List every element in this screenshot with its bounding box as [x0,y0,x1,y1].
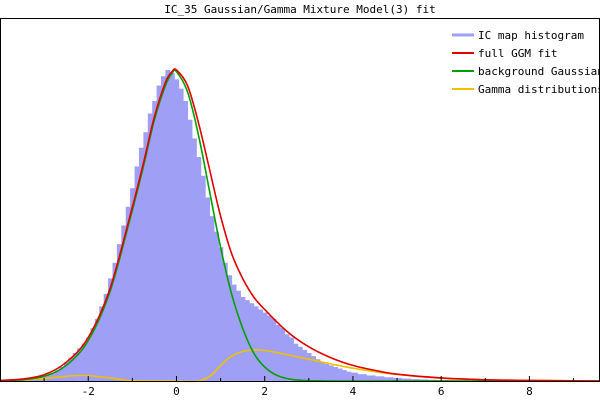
histogram-bar [116,244,122,381]
x-tick-label: -2 [82,385,95,398]
histogram-bar [174,79,180,381]
histogram-bar [306,353,312,381]
histogram-bar [297,346,303,381]
histogram-bar [328,365,334,381]
histogram-bar [178,88,184,381]
histogram-bar [271,318,277,381]
histogram-bar [383,377,394,381]
histogram-bar [187,119,193,381]
legend-label-full-fit: full GGM fit [478,47,557,60]
legend-label-histogram: IC map histogram [478,29,584,42]
histogram-bar [169,73,175,382]
histogram-bar [196,157,202,381]
histogram-bar [366,375,376,381]
histogram-bar [227,275,233,381]
histogram-bar [152,101,158,381]
histogram-bar [337,368,343,381]
full-fit-line [0,68,600,382]
histogram-bar [288,337,294,381]
x-axis-ticks: -2 0 2 4 6 8 [43,376,575,398]
histogram-bar [94,318,100,381]
histogram-bar [375,376,385,381]
x-tick-label: 2 [261,385,268,398]
histogram-bar [266,315,272,381]
histogram-bar [333,367,338,381]
histogram-bar [125,206,131,381]
histogram-bar [222,262,228,381]
histogram-bar [108,278,113,381]
histogram-bar [81,343,87,381]
histogram-bar [138,147,144,381]
histogram-bar [240,297,246,381]
histogram-bar [86,337,91,381]
background-gaussian-line [0,69,600,382]
x-tick-label: 6 [438,385,445,398]
histogram-bar [55,370,61,381]
histogram-bar [410,379,420,381]
histogram-bars [19,70,533,382]
histogram-bar [205,197,211,381]
histogram-bar [103,293,109,381]
histogram-bar [200,175,206,381]
histogram-bar [183,101,188,381]
histogram-bar [165,70,171,381]
histogram-bar [280,328,286,381]
histogram-bar [315,359,321,381]
histogram-bar [236,290,241,381]
histogram-bar [112,262,118,381]
histogram-bar [249,303,255,381]
legend-label-gamma: Gamma distributions [478,83,600,96]
histogram-bar [311,356,316,381]
chart-title: IC_35 Gaussian/Gamma Mixture Model(3) fi… [164,3,436,16]
histogram-bar [209,216,215,381]
histogram-bar [68,357,74,381]
histogram-bar [293,343,299,381]
histogram-bar [130,188,136,381]
histogram-bar [121,225,127,381]
histogram-bar [218,247,224,381]
histogram-bar [161,76,166,381]
histogram-bar [99,306,105,381]
histogram-bar [63,362,69,381]
histogram-bar [284,334,290,381]
x-tick-label: 0 [173,385,180,398]
legend: IC map histogram full GGM fit background… [452,29,600,96]
fit-lines [0,68,600,383]
histogram-bar [134,166,140,381]
legend-label-background: background Gaussian [478,65,600,78]
histogram-bar [319,362,325,381]
histogram-bar [147,113,153,381]
histogram-bar [59,367,65,381]
x-tick-label: 4 [350,385,357,398]
histogram-bar [253,306,259,381]
histogram-bar [401,378,411,381]
histogram-bar [191,138,197,381]
histogram-bar [262,312,268,381]
x-tick-label: 8 [526,385,533,398]
histogram-bar [357,374,367,381]
histogram-bar [90,328,96,381]
histogram-bar [231,284,237,381]
histogram-bar [156,85,162,382]
histogram-bar [213,231,219,381]
histogram-bar [258,309,263,381]
histogram-bar [143,132,149,381]
histogram-bar [72,353,78,381]
histogram-bar [324,363,330,381]
histogram-bar [77,348,83,381]
histogram-bar [302,349,308,381]
histogram-bar [341,370,347,381]
